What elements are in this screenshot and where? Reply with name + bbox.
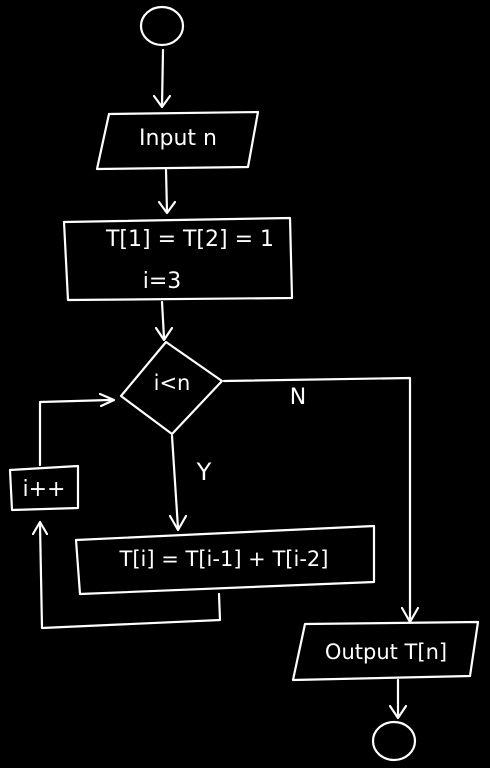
arrowhead-decision-return bbox=[98, 392, 116, 408]
yes-label: Y bbox=[196, 458, 212, 486]
arrowhead-init bbox=[157, 200, 177, 215]
increment-label: i++ bbox=[23, 477, 66, 502]
arrowhead-end bbox=[388, 704, 408, 720]
arrowhead-compute bbox=[168, 514, 188, 532]
compute-label: T[i] = T[i-1] + T[i-2] bbox=[119, 547, 329, 571]
output-label: Output T[n] bbox=[325, 640, 447, 664]
arrow-loop-to-increment bbox=[38, 522, 222, 630]
arrowhead-decision bbox=[154, 326, 174, 342]
increment-box bbox=[8, 464, 80, 512]
decision-diamond bbox=[119, 340, 224, 436]
end-terminal bbox=[371, 720, 417, 762]
input-label: Input n bbox=[139, 126, 217, 151]
arrow-yes-branch bbox=[170, 434, 180, 530]
arrow-input-to-init bbox=[164, 168, 169, 214]
arrowhead-input bbox=[152, 94, 172, 109]
arrowhead-increment bbox=[31, 520, 49, 536]
compute-box bbox=[74, 524, 376, 596]
input-box bbox=[95, 110, 260, 171]
init-box bbox=[62, 216, 294, 302]
init-line2: i=3 bbox=[143, 269, 182, 294]
init-line1: T[1] = T[2] = 1 bbox=[105, 227, 274, 252]
arrow-start-to-input bbox=[160, 48, 165, 108]
no-label: N bbox=[290, 385, 306, 410]
arrow-no-branch bbox=[222, 376, 412, 622]
output-box bbox=[291, 620, 480, 682]
arrow-increment-to-decision bbox=[38, 398, 112, 467]
start-terminal bbox=[139, 5, 185, 47]
arrow-init-to-decision bbox=[160, 300, 166, 340]
decision-label: i<n bbox=[154, 371, 191, 395]
